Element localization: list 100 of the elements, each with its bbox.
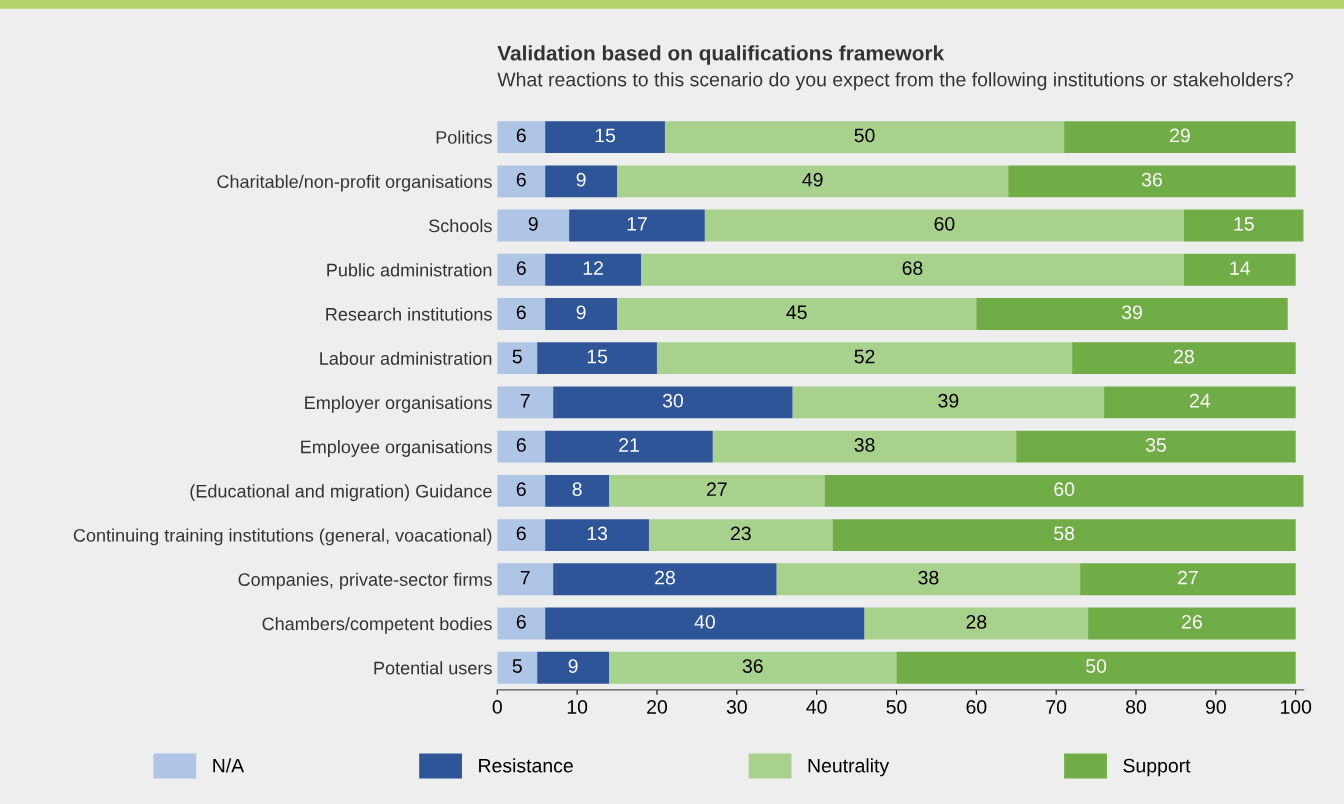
data-label: 9 bbox=[568, 659, 578, 673]
bar bbox=[497, 430, 546, 463]
y-tick-label: Labour administration bbox=[320, 351, 492, 365]
x-tick-label: 20 bbox=[647, 700, 668, 714]
legend-label: N/A bbox=[213, 758, 245, 773]
bar bbox=[640, 253, 1184, 286]
bar bbox=[553, 563, 777, 596]
bar bbox=[648, 519, 833, 551]
data-label: 9 bbox=[576, 172, 586, 187]
bar bbox=[545, 607, 865, 640]
bar bbox=[824, 474, 1304, 507]
bar bbox=[792, 386, 1105, 419]
data-label: 35 bbox=[1145, 438, 1166, 452]
bar bbox=[617, 165, 1009, 198]
x-tick-label: 10 bbox=[567, 700, 588, 714]
bar bbox=[497, 474, 546, 507]
data-label: 14 bbox=[1230, 261, 1251, 275]
data-label: 28 bbox=[1174, 349, 1194, 364]
y-tick-label: Research institutions bbox=[326, 307, 492, 321]
data-label: 39 bbox=[1121, 305, 1142, 320]
chart-subtitle: What reactions to this scenario do you expect from the following institutions or stakeholders? bbox=[497, 72, 1294, 91]
bar bbox=[545, 430, 713, 463]
bar bbox=[497, 165, 546, 198]
data-label: 39 bbox=[938, 393, 959, 408]
data-label: 26 bbox=[1182, 614, 1202, 629]
y-tick-label: Potential users bbox=[374, 661, 492, 675]
data-label: 6 bbox=[516, 172, 526, 187]
data-label: 6 bbox=[516, 482, 526, 497]
data-label: 60 bbox=[934, 216, 955, 231]
bar bbox=[896, 651, 1296, 684]
y-tick-label: Schools bbox=[429, 218, 492, 233]
bar bbox=[545, 474, 610, 507]
bar bbox=[1183, 209, 1304, 242]
bar bbox=[1183, 253, 1296, 286]
bar bbox=[1080, 563, 1296, 596]
bar bbox=[864, 607, 1089, 640]
bar bbox=[497, 651, 538, 684]
bar bbox=[545, 253, 641, 286]
bar bbox=[545, 121, 665, 153]
bar bbox=[832, 519, 1296, 551]
data-label: 45 bbox=[786, 305, 807, 320]
data-label: 29 bbox=[1170, 128, 1190, 143]
data-label: 52 bbox=[854, 349, 875, 364]
data-label: 50 bbox=[1086, 659, 1107, 673]
data-label: 5 bbox=[512, 349, 522, 364]
y-tick-label: Charitable/non-profit organisations bbox=[217, 174, 492, 192]
bar bbox=[704, 209, 1184, 242]
data-label: 28 bbox=[655, 570, 675, 585]
data-label: 6 bbox=[516, 261, 526, 275]
x-tick-label: 90 bbox=[1205, 700, 1226, 714]
bar bbox=[1104, 386, 1296, 419]
x-tick-label: 100 bbox=[1280, 700, 1312, 714]
data-label: 13 bbox=[587, 526, 608, 541]
bar bbox=[537, 342, 657, 375]
bar bbox=[497, 519, 546, 551]
bar bbox=[553, 386, 793, 419]
bar bbox=[609, 474, 825, 507]
chart-title: Validation based on qualifications framework bbox=[497, 45, 945, 65]
data-label: 6 bbox=[516, 614, 526, 629]
x-tick-label: 80 bbox=[1126, 700, 1147, 714]
bar bbox=[497, 342, 538, 375]
data-label: 15 bbox=[1234, 217, 1254, 231]
x-tick-label: 40 bbox=[806, 700, 827, 714]
bar bbox=[497, 209, 570, 242]
data-label: 36 bbox=[742, 659, 763, 673]
data-label: 58 bbox=[1054, 526, 1075, 541]
data-label: 6 bbox=[516, 305, 526, 320]
data-label: 15 bbox=[595, 128, 616, 143]
y-tick-label: Employee organisations bbox=[301, 440, 492, 457]
data-label: 49 bbox=[802, 172, 823, 187]
x-tick-label: 70 bbox=[1046, 700, 1067, 714]
x-tick-label: 30 bbox=[726, 700, 747, 714]
data-label: 9 bbox=[576, 305, 586, 320]
bar bbox=[776, 563, 1081, 596]
legend-label: Neutrality bbox=[808, 758, 890, 777]
bar bbox=[497, 386, 554, 419]
data-label: 68 bbox=[902, 261, 923, 275]
data-label: 30 bbox=[662, 393, 683, 408]
bar bbox=[1008, 165, 1296, 198]
data-label: 28 bbox=[966, 614, 987, 629]
x-tick-label: 60 bbox=[966, 700, 987, 714]
data-label: 6 bbox=[516, 128, 526, 143]
bar bbox=[664, 121, 1065, 153]
y-tick-label: Politics bbox=[436, 130, 492, 144]
data-label: 50 bbox=[854, 128, 875, 143]
bar bbox=[545, 165, 618, 198]
data-label: 27 bbox=[1178, 570, 1198, 585]
data-label: 7 bbox=[520, 570, 530, 585]
bar bbox=[1072, 342, 1296, 375]
y-tick-label: (Educational and migration) Guidance bbox=[190, 484, 492, 502]
data-label: 5 bbox=[512, 659, 522, 673]
bar bbox=[712, 430, 1017, 463]
bar bbox=[497, 563, 554, 596]
data-label: 6 bbox=[516, 526, 526, 541]
data-label: 36 bbox=[1141, 172, 1162, 187]
x-tick-label: 50 bbox=[886, 700, 907, 714]
y-tick-label: Chambers/competent bodies bbox=[262, 616, 492, 634]
bar bbox=[617, 298, 977, 330]
bar bbox=[609, 651, 897, 684]
y-tick-label: Employer organisations bbox=[305, 395, 492, 413]
